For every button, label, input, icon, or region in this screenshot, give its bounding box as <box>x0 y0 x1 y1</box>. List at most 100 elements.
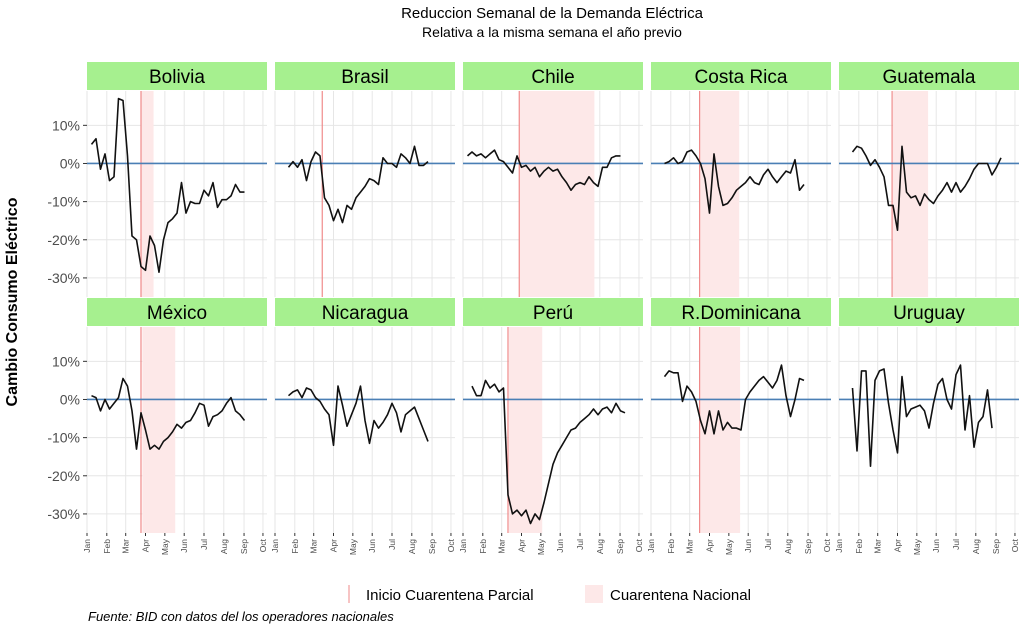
panel-bolivia: Bolivia 10% 0% -10% -20% -30% <box>47 62 267 297</box>
series-line-nicaragua <box>287 385 429 447</box>
x-tick-label: Sep <box>803 539 813 554</box>
strip-label-nicaragua: Nicaragua <box>322 303 409 324</box>
x-tick-label: Jul <box>575 539 585 550</box>
facet-panels: Bolivia 10% 0% -10% -20% -30% Brasil Chile Costa… <box>47 62 1020 555</box>
series-line-r-dominicana <box>663 364 805 435</box>
legend-national-label: Cuarentena Nacional <box>610 587 751 604</box>
series-line-bolivia <box>90 97 245 273</box>
series-line-brasil <box>287 145 429 224</box>
legend-national-swatch <box>585 585 603 603</box>
x-tick-label: Jul <box>387 539 397 550</box>
panel-guatemala: Guatemala <box>838 62 1019 297</box>
strip-uruguay <box>839 298 1019 326</box>
chart-subtitle: Relativa a la misma semana el año previo <box>422 24 682 40</box>
strip-label-brasil: Brasil <box>341 67 389 88</box>
strip-label-guatemala: Guatemala <box>883 67 976 88</box>
strip-chile <box>463 62 643 90</box>
x-tick-label: Jan <box>834 539 844 553</box>
y-tick-label: -20% <box>47 468 80 484</box>
strip-m-xico <box>87 298 267 326</box>
chart-title: Reduccion Semanal de la Demanda Eléctric… <box>401 5 703 22</box>
source-note: Fuente: BID con datos del los operadores… <box>88 609 394 624</box>
panel-uruguay: Uruguay Jan Feb Mar Apr May Jun Jul Aug Sep Oct <box>834 298 1020 555</box>
x-tick-label: Aug <box>219 539 229 554</box>
panel-brasil: Brasil <box>274 62 455 297</box>
x-tick-label: Apr <box>705 539 715 552</box>
x-tick-label: Mar <box>873 539 883 554</box>
national-quarantine-band <box>519 91 595 297</box>
x-tick-label: Aug <box>783 539 793 554</box>
x-tick-label: Sep <box>427 539 437 554</box>
y-tick-label: 0% <box>60 391 80 407</box>
plot-area-brasil <box>275 91 455 297</box>
x-tick-label: Jan <box>646 539 656 553</box>
x-tick-label: Feb <box>102 539 112 554</box>
strip-label-bolivia: Bolivia <box>149 67 205 88</box>
x-tick-label: Feb <box>290 539 300 554</box>
x-tick-label: Mar <box>497 539 507 554</box>
strip-label-costa-rica: Costa Rica <box>695 67 788 88</box>
plot-area-uruguay <box>839 327 1019 533</box>
plot-area-costa-rica <box>651 91 831 297</box>
x-tick-label: Mar <box>121 539 131 554</box>
strip-bolivia <box>87 62 267 90</box>
x-tick-label: Aug <box>407 539 417 554</box>
x-tick-label: Sep <box>239 539 249 554</box>
x-tick-label: May <box>348 538 358 555</box>
x-tick-label: Oct <box>446 538 456 552</box>
x-tick-label: May <box>912 538 922 555</box>
x-tick-label: Jul <box>199 539 209 550</box>
x-tick-label: Jan <box>270 539 280 553</box>
x-tick-label: Jul <box>951 539 961 550</box>
national-quarantine-band <box>893 91 929 297</box>
series-line-chile <box>466 149 621 191</box>
legend: Inicio Cuarentena Parcial Cuarentena Nac… <box>348 585 751 604</box>
x-tick-label: Jun <box>931 539 941 553</box>
y-tick-label: -10% <box>47 430 80 446</box>
x-tick-label: May <box>724 538 734 555</box>
panel-costa-rica: Costa Rica <box>650 62 831 297</box>
x-tick-label: May <box>160 538 170 555</box>
y-tick-label: 0% <box>60 155 80 171</box>
y-tick-label: -30% <box>47 270 80 286</box>
panel-per-: Perú Jan Feb Mar Apr May Jun Jul Aug Sep Oct <box>458 298 644 555</box>
strip-label-m-xico: México <box>147 303 207 324</box>
panel-chile: Chile <box>462 62 643 297</box>
x-tick-label: Aug <box>971 539 981 554</box>
x-tick-label: May <box>536 538 546 555</box>
strip-costa-rica <box>651 62 831 90</box>
national-quarantine-band <box>141 91 154 297</box>
y-tick-label: 10% <box>52 353 80 369</box>
x-tick-label: Feb <box>854 539 864 554</box>
national-quarantine-band <box>142 327 176 533</box>
x-tick-label: Apr <box>141 539 151 552</box>
strip-nicaragua <box>275 298 455 326</box>
plot-area-per- <box>463 327 643 533</box>
series-line-uruguay <box>851 364 993 467</box>
x-tick-label: Feb <box>666 539 676 554</box>
x-tick-label: Feb <box>478 539 488 554</box>
series-line-guatemala <box>851 145 1002 231</box>
strip-label-uruguay: Uruguay <box>893 303 965 324</box>
x-tick-label: Mar <box>685 539 695 554</box>
x-tick-label: Mar <box>309 539 319 554</box>
x-tick-label: Apr <box>517 539 527 552</box>
x-tick-label: Jun <box>367 539 377 553</box>
y-tick-label: -20% <box>47 232 80 248</box>
legend-partial-label: Inicio Cuarentena Parcial <box>366 587 534 604</box>
x-tick-label: Apr <box>329 539 339 552</box>
x-tick-label: Sep <box>615 539 625 554</box>
strip-label-per-: Perú <box>533 303 573 324</box>
y-tick-label: -30% <box>47 506 80 522</box>
series-line-costa-rica <box>664 149 805 214</box>
x-tick-label: Jun <box>555 539 565 553</box>
y-tick-label: 10% <box>52 117 80 133</box>
x-tick-label: Sep <box>991 539 1001 554</box>
x-tick-label: Apr <box>893 539 903 552</box>
x-tick-label: Oct <box>634 538 644 552</box>
panel-r-dominicana: R.Dominicana Jan Feb Mar Apr May Jun Jul Aug Sep O… <box>646 298 832 555</box>
strip-brasil <box>275 62 455 90</box>
strip-guatemala <box>839 62 1019 90</box>
series-line-per- <box>471 379 626 525</box>
